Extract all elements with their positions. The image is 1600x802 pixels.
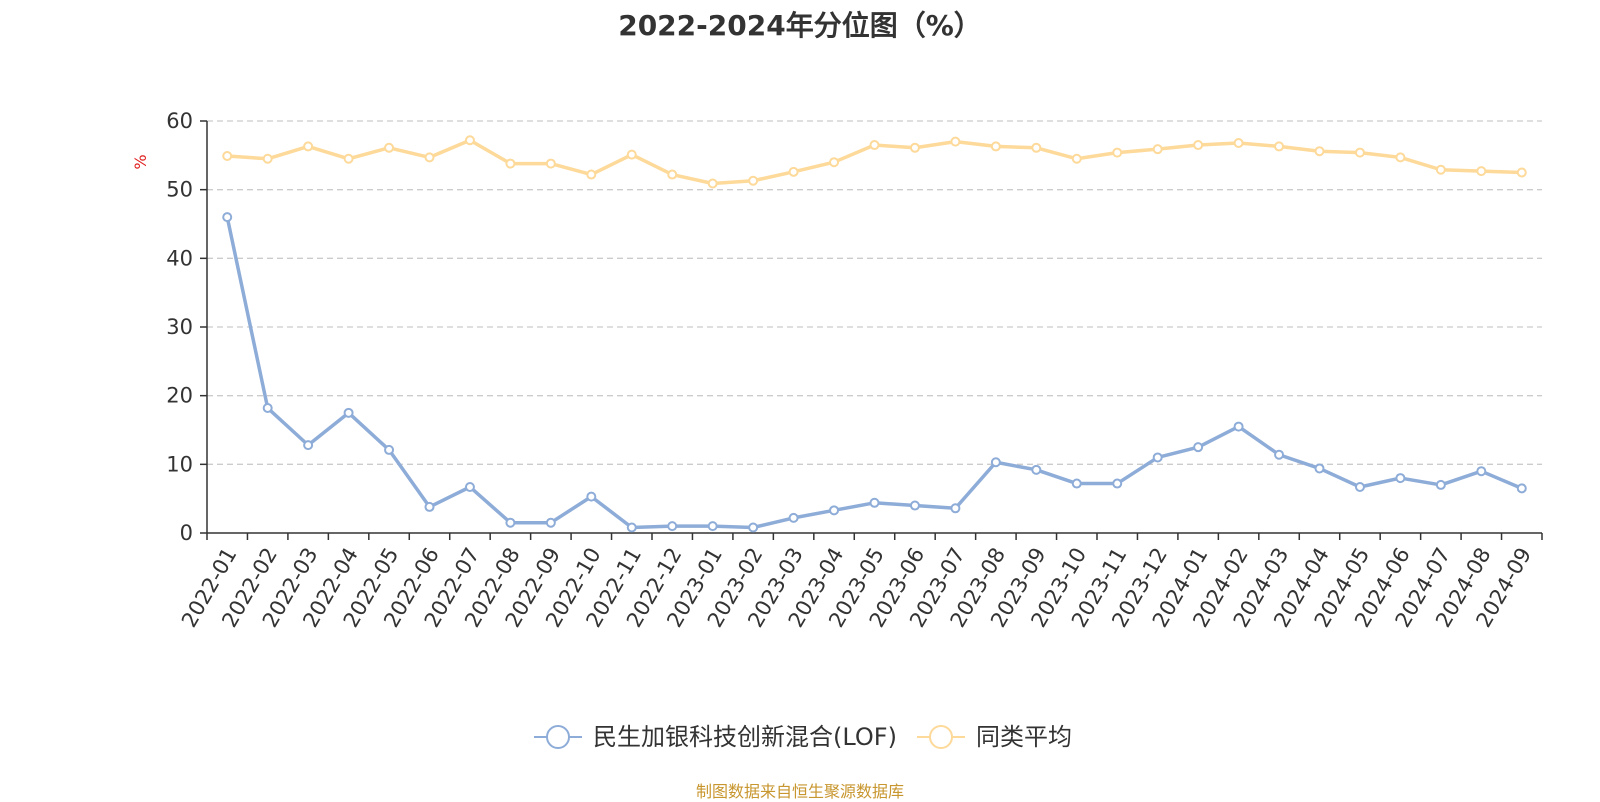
data-point [586,169,597,180]
y-axis-label: % [131,154,150,169]
data-point [748,175,759,186]
data-point [1031,464,1042,475]
data-point [909,142,920,153]
y-tick-label: 40 [166,246,193,270]
data-point [869,140,880,151]
data-point [1152,452,1163,463]
data-point [788,166,799,177]
y-tick-label: 60 [166,109,193,133]
data-point [505,158,516,169]
data-point [1071,153,1082,164]
data-point [667,521,678,532]
data-point [1193,140,1204,151]
y-tick-label: 10 [166,452,193,476]
data-point [1354,147,1365,158]
data-point [1112,478,1123,489]
data-point [586,491,597,502]
data-point [1071,478,1082,489]
axes: 01020304050602022-012022-022022-032022-0… [166,109,1543,631]
data-point [990,141,1001,152]
data-point [343,153,354,164]
data-point [829,505,840,516]
data-point [545,158,556,169]
data-point [950,503,961,514]
y-tick-label: 20 [166,384,193,408]
legend-item-1[interactable]: 民生加银科技创新混合(LOF) [534,723,897,751]
data-point [1395,152,1406,163]
data-point [1395,473,1406,484]
y-tick-label: 50 [166,178,193,202]
data-point [1435,164,1446,175]
data-point [222,212,233,223]
data-point [262,403,273,414]
y-tick-label: 0 [180,521,193,545]
data-point [262,153,273,164]
data-point [869,497,880,508]
data-point [545,517,556,528]
data-point [1233,421,1244,432]
data-point [707,521,718,532]
data-point [1476,466,1487,477]
data-point [626,149,637,160]
legend-item-2[interactable]: 同类平均 [917,723,1072,751]
grid-lines [207,120,1542,465]
legend-label: 同类平均 [976,723,1072,751]
data-point [1274,141,1285,152]
data-point [626,522,637,533]
data-point [1112,147,1123,158]
chart-title: 2022-2024年分位图（%） [618,9,982,42]
data-point [384,142,395,153]
data-point [1031,142,1042,153]
data-point [1314,463,1325,474]
data-point [303,440,314,451]
series-line-1 [225,215,1524,530]
data-point [303,141,314,152]
data-point [384,444,395,455]
data-point [1274,449,1285,460]
data-point [1193,442,1204,453]
y-tick-label: 30 [166,315,193,339]
data-point [505,517,516,528]
legend[interactable]: 民生加银科技创新混合(LOF) 同类平均 [534,723,1072,751]
data-point [1314,146,1325,157]
data-point [909,500,920,511]
data-point [222,151,233,162]
data-point [464,135,475,146]
data-point [464,481,475,492]
data-point [707,178,718,189]
data-point [950,136,961,147]
data-point [667,169,678,180]
legend-label: 民生加银科技创新混合(LOF) [593,723,897,751]
data-source-note: 制图数据来自恒生聚源数据库 [695,782,904,801]
data-point [424,501,435,512]
data-point [424,152,435,163]
data-point [829,157,840,168]
data-point [1152,144,1163,155]
data-point [1435,479,1446,490]
data-point [1354,481,1365,492]
data-point [990,457,1001,468]
data-point [1516,167,1527,178]
data-point [1233,137,1244,148]
data-point [788,512,799,523]
legend-marker [546,725,570,749]
legend-marker [929,725,953,749]
series-layer [222,135,1527,533]
data-point [343,407,354,418]
data-point [748,522,759,533]
data-point [1476,166,1487,177]
data-point [1516,483,1527,494]
